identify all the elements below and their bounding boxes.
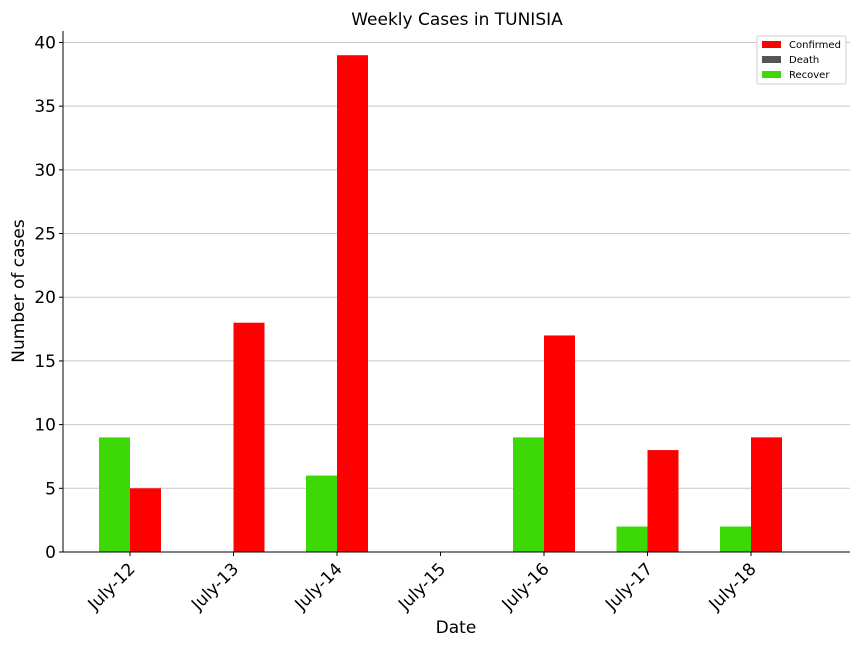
axes — [62, 31, 850, 553]
bar-recover-july-16 — [513, 437, 544, 552]
bar-recover-july-17 — [616, 526, 648, 552]
legend-swatch-confirmed — [762, 41, 781, 48]
y-tick-label: 30 — [34, 161, 56, 181]
y-tick-label: 25 — [34, 225, 56, 245]
x-tick-label: July-14 — [291, 559, 347, 615]
bar-recover-july-18 — [720, 526, 751, 552]
chart-title: Weekly Cases in TUNISIA — [351, 10, 563, 30]
bar-confirmed-july-14 — [337, 55, 368, 552]
bar-confirmed-july-13 — [233, 322, 265, 552]
legend-label-recover: Recover — [789, 70, 830, 81]
legend-label-death: Death — [789, 55, 819, 66]
legend-label-confirmed: Confirmed — [789, 40, 841, 51]
x-tick-label: July-16 — [498, 559, 554, 615]
x-axis-label: Date — [436, 618, 477, 638]
legend-swatch-recover — [762, 71, 781, 78]
y-tick-label: 5 — [45, 479, 56, 499]
x-tick-label: July-13 — [187, 559, 243, 615]
legend: Confirmed Death Recover — [756, 35, 847, 85]
y-tick-label: 0 — [45, 543, 56, 563]
y-tick-label: 40 — [34, 33, 56, 53]
y-axis-label: Number of cases — [9, 219, 29, 363]
x-tick-label: July-18 — [705, 559, 761, 615]
y-tick-label: 15 — [34, 352, 56, 372]
gridlines — [63, 41, 850, 553]
bar-confirmed-july-16 — [544, 335, 575, 552]
y-tick-label: 10 — [34, 416, 56, 436]
x-tick-label: July-12 — [84, 559, 140, 615]
bar-confirmed-july-18 — [751, 437, 782, 552]
bar-recover-july-12 — [99, 437, 130, 552]
bar-confirmed-july-17 — [647, 450, 679, 552]
x-tick-label: July-17 — [601, 559, 657, 615]
x-tick-label: July-15 — [394, 559, 450, 615]
y-tick-label: 35 — [34, 97, 56, 117]
x-tick-labels: July-12 July-13 July-14 July-15 July-16 July-… — [84, 552, 761, 615]
legend-swatch-death — [762, 56, 781, 63]
y-tick-labels: 0 5 10 15 20 25 30 35 40 — [34, 33, 63, 563]
bar-recover-july-14 — [306, 475, 337, 552]
bars — [99, 55, 782, 552]
bar-confirmed-july-12 — [130, 488, 161, 552]
y-tick-label: 20 — [34, 288, 56, 308]
